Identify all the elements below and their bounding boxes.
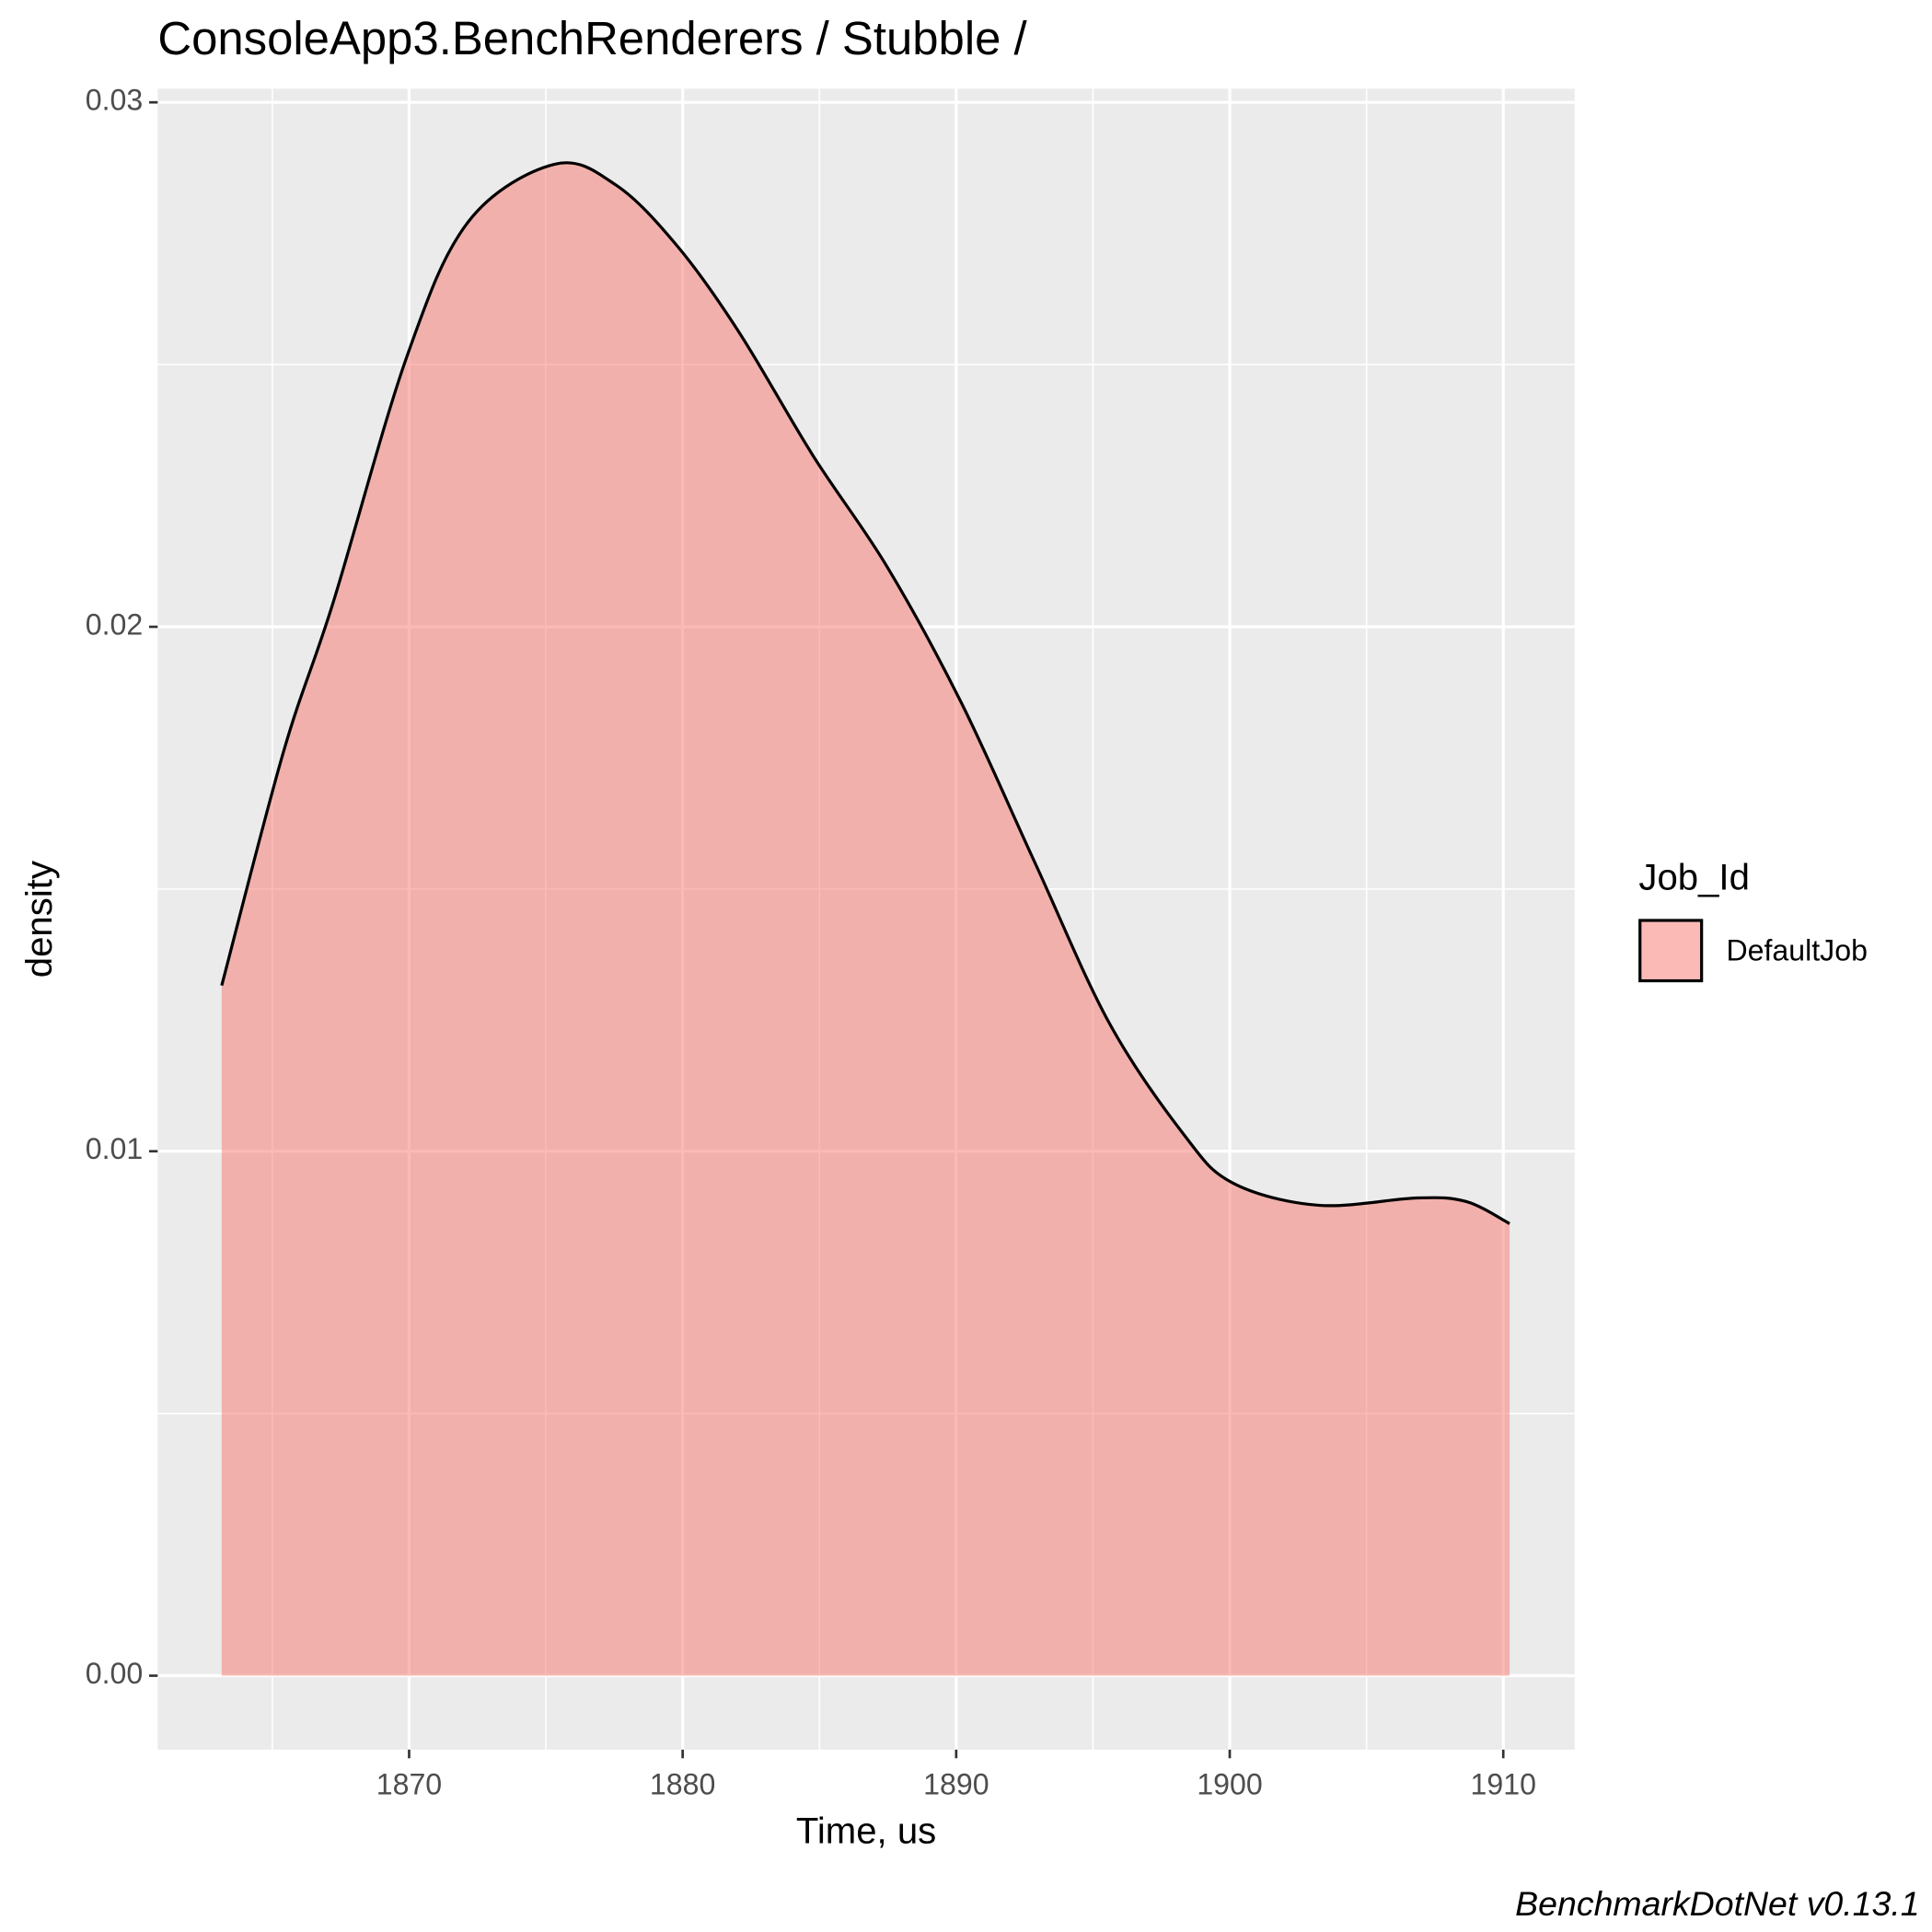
x-tick-label: 1900 <box>1197 1768 1262 1801</box>
density-area <box>221 162 1510 1676</box>
x-tick-label: 1880 <box>650 1768 715 1801</box>
x-tick-label: 1890 <box>923 1768 989 1801</box>
y-axis-label: density <box>18 861 60 978</box>
legend-key <box>1638 919 1704 983</box>
chart-title: ConsoleApp3.BenchRenderers / Stubble / <box>157 12 1027 64</box>
marks <box>220 161 1510 1676</box>
x-tick-label: 1870 <box>376 1768 442 1801</box>
y-tick-label: 0.00 <box>86 1657 144 1690</box>
x-axis-label: Time, us <box>796 1811 936 1852</box>
legend-label: DefaultJob <box>1726 933 1868 966</box>
x-tick-label: 1910 <box>1471 1768 1536 1801</box>
y-tick-label: 0.01 <box>86 1132 144 1165</box>
y-tick-label: 0.02 <box>86 607 144 641</box>
legend-title: Job_Id <box>1638 856 1750 897</box>
y-tick-label: 0.03 <box>86 84 144 117</box>
density-line <box>220 161 1510 1225</box>
caption: BenchmarkDotNet v0.13.1 <box>1515 1884 1919 1923</box>
